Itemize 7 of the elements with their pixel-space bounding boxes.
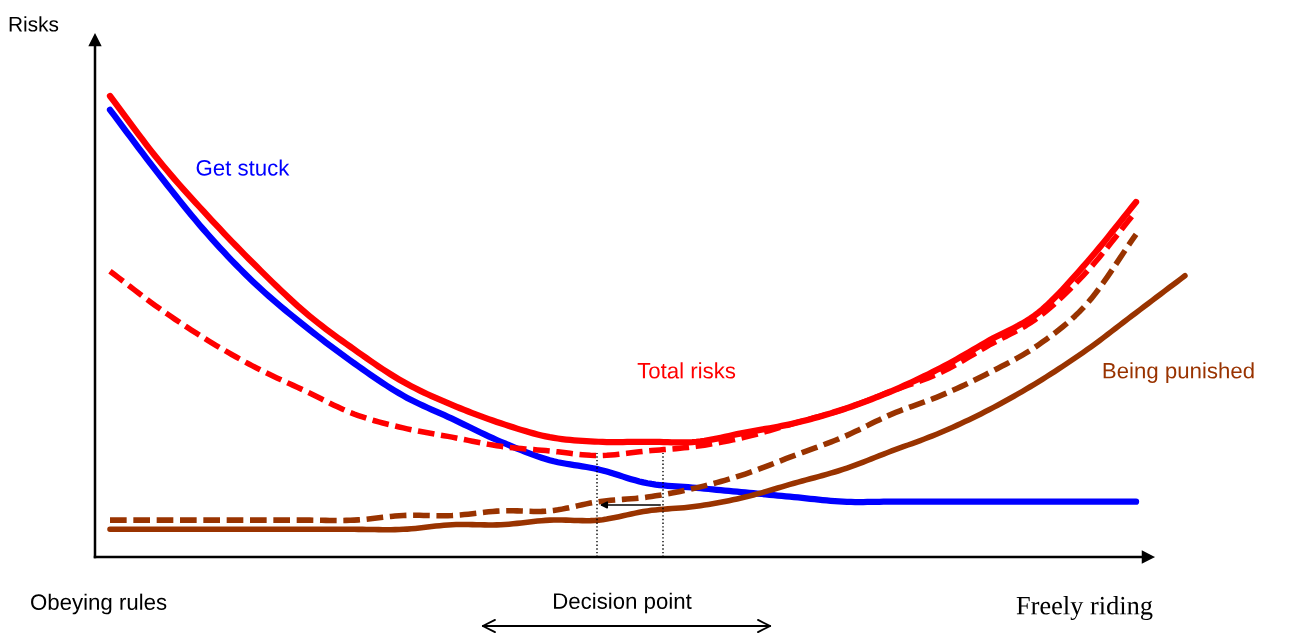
series-label: Get stuck (196, 159, 290, 176)
series-label: Being punished (1103, 362, 1254, 383)
y-axis-title: Risks (9, 16, 59, 32)
text: Total risks (637, 362, 736, 379)
text: Obeying rules (31, 593, 167, 615)
text: Freely riding (1016, 596, 1153, 620)
text: Decision point (554, 592, 692, 614)
